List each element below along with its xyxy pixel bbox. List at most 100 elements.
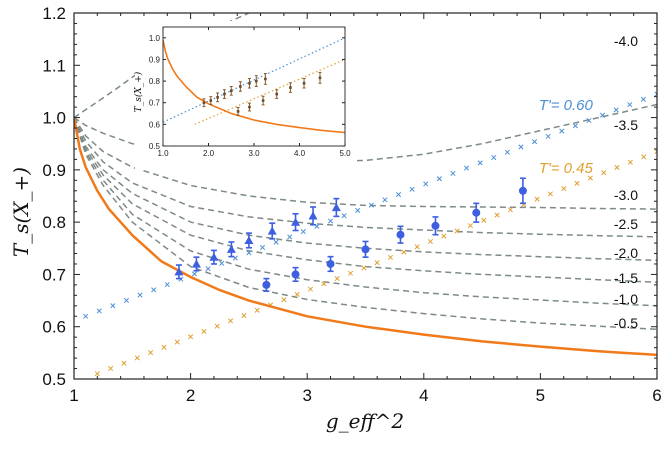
cross-mark [174, 339, 180, 345]
cross-mark [504, 149, 510, 155]
triangle-point-8 [331, 197, 341, 218]
cross-mark [423, 181, 429, 187]
inset-upper-point-3 [222, 89, 226, 99]
y-tick-label: 1.2 [42, 4, 66, 23]
inset-marker [216, 96, 219, 99]
circle-point-0 [262, 277, 271, 292]
cross-mark [300, 229, 306, 235]
circle-marker [518, 186, 527, 195]
cross-mark [409, 186, 415, 192]
cross-mark [491, 154, 497, 161]
inset-marker [289, 86, 292, 89]
curve-label: -2.5 [614, 216, 638, 232]
cross-mark [241, 313, 247, 319]
inset-x-tick-label: 2.0 [203, 149, 215, 158]
cross-mark [441, 233, 447, 239]
inset-y-tick-label: 0.7 [149, 99, 161, 108]
inset-y-axis-title: T_s(X_+) [133, 71, 144, 112]
cross-mark [151, 287, 157, 293]
y-tick-label: 1.0 [42, 109, 66, 128]
cross-mark [374, 260, 380, 266]
cross-mark [214, 323, 220, 329]
cross-mark [327, 218, 334, 224]
cross-mark [254, 307, 260, 313]
circle-marker [472, 208, 481, 217]
y-axis-title: T_s(X_+) [9, 167, 33, 257]
inset-upper-point-1 [209, 96, 213, 105]
x-tick-label: 3 [302, 386, 311, 405]
cross-mark [347, 270, 354, 276]
inset-y-tick-label: 0.9 [149, 55, 161, 64]
cross-mark [321, 281, 327, 287]
y-axis-title-text: T_s(X_+) [9, 167, 33, 257]
series-label-0: T'= 0.60 [539, 97, 594, 114]
inset-marker [223, 92, 226, 96]
cross-mark [627, 102, 633, 108]
curve-label: -3.5 [614, 117, 638, 133]
inset-x-tick-label: 1.0 [157, 149, 169, 158]
cross-mark [641, 154, 647, 160]
cross-mark [110, 303, 116, 309]
circle-point-6 [472, 202, 481, 223]
triangle-marker [308, 211, 318, 220]
inset-upper-point-0 [202, 98, 206, 108]
inset-marker [264, 77, 267, 81]
cross-mark [454, 228, 460, 234]
triangle-point-7 [308, 206, 318, 226]
cross-mark [427, 238, 434, 245]
circle-marker [361, 245, 370, 254]
circle-marker [326, 259, 335, 268]
x-tick-label: 5 [536, 386, 545, 405]
inset-lower-point-3 [275, 89, 279, 99]
inset-plot: 1.0 2.0 3.0 4.0 5.0 0.5 0.6 0.7 0.8 0.9 1.0 [135, 21, 357, 170]
dashed-curve-3 [74, 117, 657, 238]
triangle-marker [191, 259, 201, 268]
inset-lower-point-0 [236, 106, 240, 116]
y-axis-ticks: 0.5 0.6 0.7 0.8 0.9 1.0 1.1 1.2 [42, 4, 657, 389]
cross-mark [307, 286, 314, 292]
inset-background [135, 21, 357, 170]
inset-dotted-line-0 [163, 37, 345, 123]
cross-mark [507, 207, 513, 213]
cross-mark [161, 344, 167, 350]
cross-mark [600, 112, 606, 118]
cross-mark [387, 254, 394, 260]
dotted-series-0 [83, 91, 657, 319]
inset-upper-point-6 [247, 77, 251, 89]
inset-plot-area [163, 37, 345, 134]
cross-mark [355, 207, 361, 213]
dashed-curve-4 [74, 117, 657, 262]
inset-solid-curve [163, 39, 345, 134]
inset-lower-point-5 [302, 77, 306, 89]
cross-mark [561, 186, 567, 192]
x-tick-label: 2 [186, 386, 195, 405]
inset-y-axis-title-text: T_s(X_+) [133, 71, 144, 112]
triangle-marker [331, 203, 341, 212]
triangle-point-3 [226, 241, 236, 258]
inset-lower-point-2 [261, 95, 265, 106]
cross-mark [559, 128, 565, 134]
cross-mark [205, 266, 211, 272]
cross-mark [534, 196, 540, 202]
y-tick-label: 0.9 [42, 161, 66, 180]
cross-mark [94, 371, 100, 377]
triangle-marker [209, 252, 219, 261]
cross-mark [574, 180, 580, 186]
inset-lower-point-1 [247, 102, 251, 112]
cross-mark [246, 250, 252, 256]
cross-mark [294, 291, 300, 297]
main-plot: 1 2 3 4 5 6 0.5 0.6 0.7 0.8 0.9 1.0 1.1 1.2 -4.0 -3.5 -3… [42, 4, 661, 405]
cross-mark [414, 244, 420, 250]
cross-mark [601, 170, 607, 176]
circle-point-7 [518, 177, 527, 205]
inset-marker [254, 79, 258, 83]
cross-mark [281, 297, 287, 303]
cross-mark [123, 297, 130, 303]
curve-label: -0.5 [614, 315, 638, 331]
triangle-marker [244, 235, 254, 245]
inset-y-tick-label: 0.8 [149, 77, 161, 86]
dashed-curve-6 [74, 117, 657, 307]
series-label-1: T'= 0.45 [539, 160, 594, 177]
triangle-marker [226, 244, 236, 253]
